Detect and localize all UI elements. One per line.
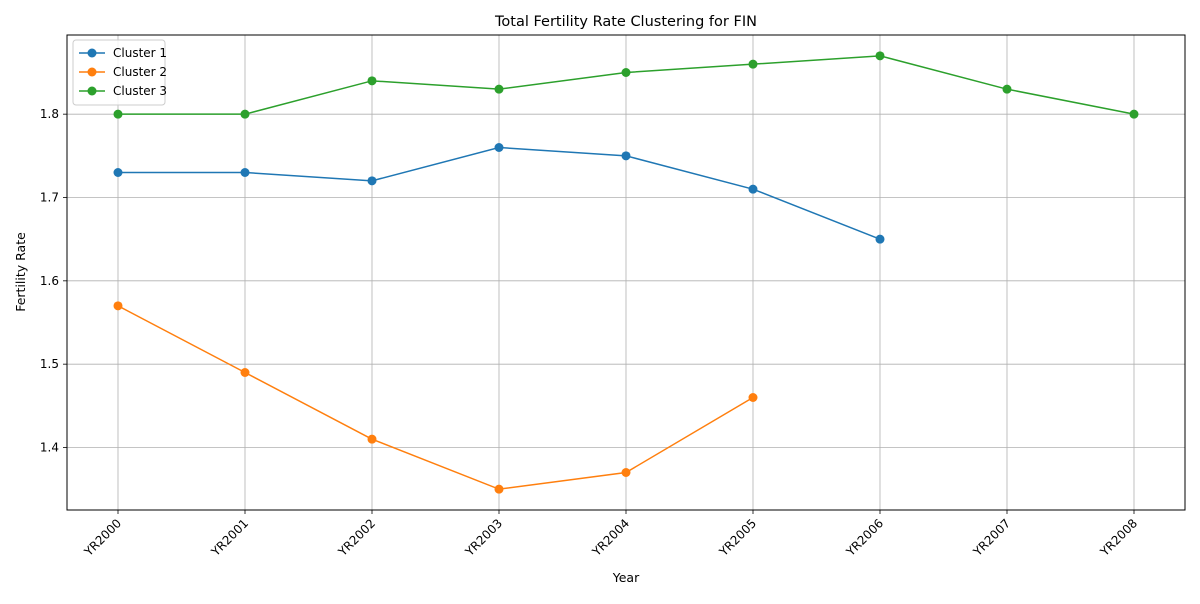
chart-title: Total Fertility Rate Clustering for FIN — [494, 14, 757, 30]
grid-lines — [67, 35, 1185, 510]
data-point — [748, 393, 758, 402]
y-tick-label: 1.5 — [40, 357, 59, 371]
data-point — [748, 59, 758, 69]
x-tick-label: YR2004 — [589, 516, 632, 559]
legend-label: Cluster 2 — [113, 65, 167, 79]
y-axis-label: Fertility Rate — [13, 232, 28, 312]
legend-item: Cluster 3 — [79, 84, 167, 98]
y-tick-label: 1.6 — [40, 274, 59, 288]
data-point — [875, 51, 885, 61]
data-point — [240, 368, 250, 377]
x-tick-label: YR2006 — [843, 516, 886, 559]
legend-swatch-marker — [87, 48, 97, 58]
x-tick-label: YR2003 — [462, 516, 505, 559]
data-point — [240, 168, 250, 177]
x-tick-label: YR2000 — [81, 516, 124, 559]
data-point — [621, 151, 631, 161]
legend-swatch-marker — [87, 86, 97, 96]
axes: YR2000 YR2001 YR2002 YR2003 YR2004 YR2005 YR20… — [40, 107, 1140, 559]
legend-item: Cluster 1 — [79, 46, 167, 60]
y-tick-label: 1.8 — [40, 107, 59, 121]
data-point — [113, 109, 123, 119]
data-point — [367, 434, 377, 444]
series-3 — [113, 51, 1139, 119]
data-point — [494, 143, 504, 152]
data-point — [621, 468, 631, 477]
data-point — [113, 168, 123, 177]
x-tick-label: YR2001 — [208, 516, 251, 559]
series-line — [117, 305, 754, 490]
series-1 — [113, 143, 885, 244]
data-point — [367, 76, 377, 86]
data-point — [621, 68, 631, 77]
data-point — [748, 184, 758, 194]
series-layer — [113, 51, 1139, 494]
x-axis-label: Year — [612, 570, 640, 585]
x-tick-label: YR2008 — [1097, 516, 1140, 559]
data-point — [494, 84, 504, 94]
data-point — [367, 176, 377, 186]
legend-label: Cluster 3 — [113, 84, 167, 98]
data-point — [240, 109, 250, 119]
x-tick-label: YR2002 — [335, 516, 378, 559]
data-point — [1129, 109, 1139, 119]
legend-swatch-marker — [87, 67, 97, 77]
legend-box — [72, 39, 166, 106]
y-tick-label: 1.7 — [40, 191, 59, 205]
data-point — [875, 234, 885, 244]
x-tick-label: YR2007 — [970, 516, 1013, 559]
data-point — [494, 484, 504, 494]
y-tick-label: 1.4 — [40, 441, 59, 455]
series-2 — [113, 301, 758, 494]
legend-label: Cluster 1 — [113, 46, 167, 60]
data-point — [113, 301, 123, 311]
legend: Cluster 1 Cluster 2 Cluster 3 — [72, 39, 167, 106]
legend-item: Cluster 2 — [79, 65, 167, 79]
data-point — [1002, 84, 1012, 94]
x-tick-label: YR2005 — [716, 516, 759, 559]
